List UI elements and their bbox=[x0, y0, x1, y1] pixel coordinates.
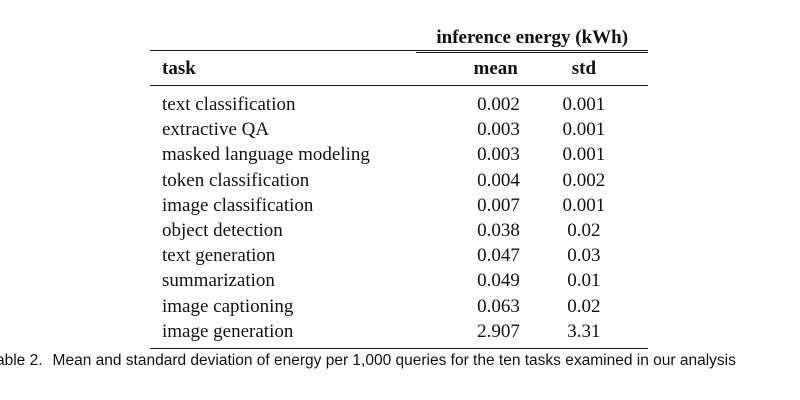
column-header-mean: mean bbox=[416, 52, 520, 86]
caption-label: able 2. bbox=[0, 352, 43, 369]
energy-table-container: inference energy (kWh) task mean std tex… bbox=[150, 24, 648, 349]
cell-mean: 0.002 bbox=[477, 94, 520, 116]
cell-std: 0.001 bbox=[562, 94, 606, 116]
cell-mean: 0.049 bbox=[477, 270, 520, 292]
table-row: image captioning 0.063 0.02 bbox=[150, 294, 648, 319]
cell-mean: 0.047 bbox=[477, 245, 520, 267]
cell-task: object detection bbox=[162, 220, 283, 242]
cell-mean: 2.907 bbox=[416, 318, 520, 349]
table-row: text generation 0.047 0.03 bbox=[150, 243, 648, 268]
cell-task: token classification bbox=[162, 169, 310, 191]
cell-std: 3.31 bbox=[519, 318, 648, 349]
cell-task: text classification bbox=[162, 94, 296, 116]
cell-task: summarization bbox=[162, 270, 275, 292]
cell-task: image generation bbox=[150, 318, 417, 349]
column-header-std: std bbox=[519, 52, 648, 86]
cell-std: 0.01 bbox=[567, 270, 601, 292]
cell-task: text generation bbox=[162, 245, 276, 267]
caption-text: Mean and standard deviation of energy pe… bbox=[52, 352, 736, 369]
cell-mean: 0.004 bbox=[477, 169, 520, 191]
table-caption: able 2. Mean and standard deviation of en… bbox=[0, 352, 800, 370]
table-top-rule bbox=[150, 50, 648, 51]
cell-mean: 0.063 bbox=[477, 295, 520, 317]
cell-std: 0.001 bbox=[562, 144, 606, 166]
column-header-task: task bbox=[150, 52, 417, 86]
cell-task: masked language modeling bbox=[162, 144, 370, 166]
cell-std: 0.02 bbox=[567, 220, 601, 242]
cell-mean: 0.003 bbox=[477, 144, 520, 166]
table-row: image classification 0.007 0.001 bbox=[150, 193, 648, 218]
table-row: image generation 2.907 3.31 bbox=[150, 318, 648, 349]
cell-mean: 0.038 bbox=[477, 220, 520, 242]
table-row: token classification 0.004 0.002 bbox=[150, 168, 648, 193]
table-row: extractive QA 0.003 0.001 bbox=[150, 117, 648, 142]
cell-std: 0.02 bbox=[567, 295, 601, 317]
table-row: object detection 0.038 0.02 bbox=[150, 218, 648, 243]
cell-std: 0.001 bbox=[562, 194, 606, 216]
group-header-row: inference energy (kWh) bbox=[150, 24, 648, 53]
cell-task: image classification bbox=[162, 194, 314, 216]
cell-std: 0.03 bbox=[567, 245, 601, 267]
cell-task: extractive QA bbox=[162, 119, 270, 141]
table-row: masked language modeling 0.003 0.001 bbox=[150, 142, 648, 167]
cell-task: image captioning bbox=[162, 295, 294, 317]
group-header-inference-energy: inference energy (kWh) bbox=[416, 24, 648, 53]
table-row: summarization 0.049 0.01 bbox=[150, 268, 648, 293]
cell-std: 0.002 bbox=[562, 169, 606, 191]
energy-table: inference energy (kWh) task mean std tex… bbox=[150, 24, 648, 349]
cell-mean: 0.003 bbox=[477, 119, 520, 141]
cell-std: 0.001 bbox=[562, 119, 606, 141]
group-header-spacer bbox=[150, 24, 416, 53]
column-header-row: task mean std bbox=[150, 52, 648, 86]
cell-mean: 0.007 bbox=[477, 194, 520, 216]
table-row: text classification 0.002 0.001 bbox=[150, 86, 648, 118]
